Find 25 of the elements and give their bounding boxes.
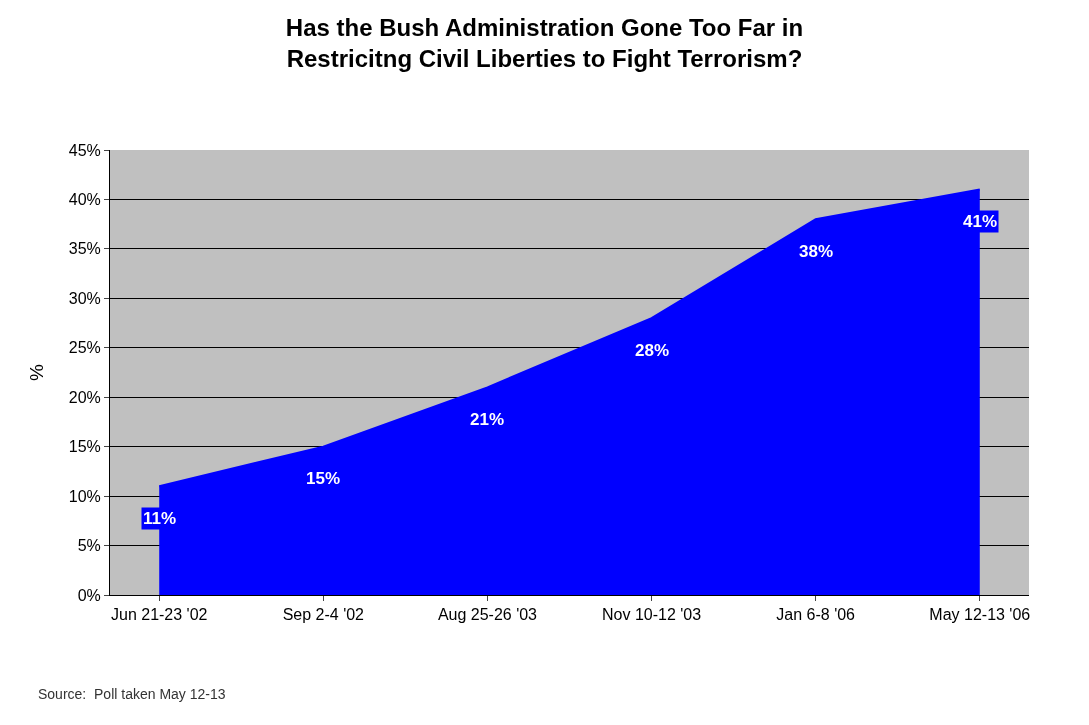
- y-tick-label: 40%: [68, 191, 101, 209]
- text: 41%: [963, 212, 998, 231]
- text: 38%: [799, 242, 834, 261]
- y-tick-label: 0%: [77, 586, 101, 604]
- source-note: Source: Poll taken May 12-13: [38, 686, 226, 702]
- text: 28%: [635, 341, 670, 360]
- y-tick-label: 20%: [68, 388, 101, 406]
- x-tick-label: Sep 2-4 '02: [282, 606, 365, 624]
- text: 15%: [306, 469, 341, 488]
- x-tick-label: May 12-13 '06: [929, 606, 1031, 624]
- y-axis-title: %: [25, 363, 47, 381]
- text: 11%: [143, 509, 177, 528]
- x-tick-label: Jun 21-23 '02: [111, 606, 208, 624]
- y-tick-label: 10%: [68, 487, 101, 505]
- y-tick-label: 5%: [77, 537, 101, 555]
- x-tick-label: Nov 10-12 '03: [601, 606, 702, 624]
- y-tick-label: 35%: [68, 240, 101, 258]
- y-tick-label: 45%: [68, 141, 101, 159]
- x-tick-label: Aug 25-26 '03: [437, 606, 538, 624]
- text: 21%: [470, 410, 505, 429]
- y-tick-label: 25%: [68, 339, 101, 357]
- chart-title: Has the Bush Administration Gone Too Far in Restricitng Civil Liberties to Fight Terrorism?: [285, 14, 804, 73]
- y-tick-label: 30%: [68, 289, 101, 307]
- y-tick-label: 15%: [68, 438, 101, 456]
- x-tick-label: Jan 6-8 '06: [776, 606, 856, 624]
